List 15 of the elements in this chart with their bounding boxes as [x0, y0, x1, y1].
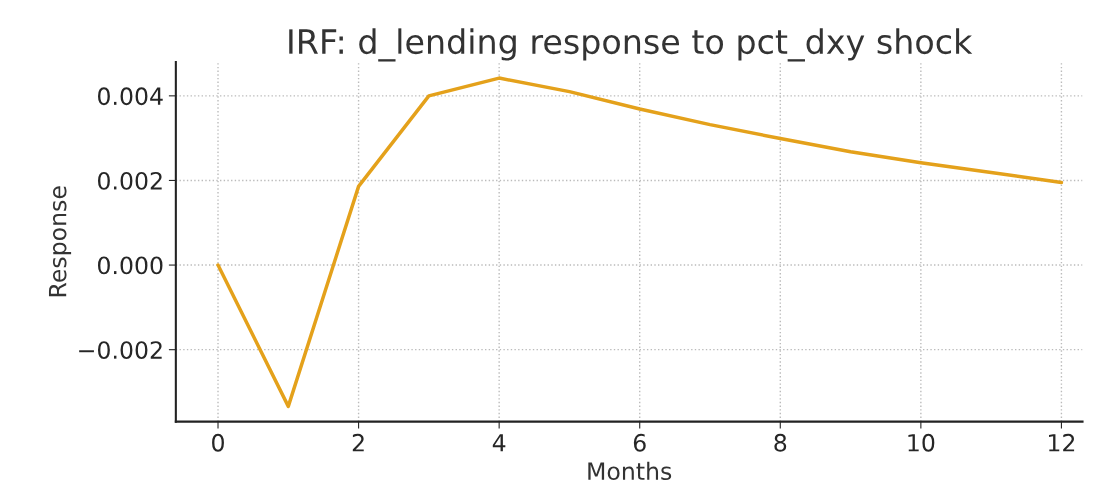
- y-tick-label: 0.004: [98, 87, 163, 106]
- x-tick-label: 10: [908, 433, 935, 452]
- y-tick-label: 0.002: [98, 171, 162, 190]
- chart-title: IRF: d_lending response to pct_dxy shock: [289, 28, 973, 62]
- y-axis-title: Response: [48, 186, 72, 297]
- x-axis-title: Months: [588, 461, 672, 481]
- x-tick-label: 0: [212, 433, 224, 452]
- line-series: [216, 76, 1064, 409]
- y-tick-label: 0.000: [98, 256, 163, 275]
- x-tick-label: 2: [352, 433, 364, 452]
- y-tick-label: −0.002: [79, 341, 162, 359]
- x-tick-label: 12: [1049, 433, 1075, 452]
- x-tick-label: 4: [492, 434, 506, 452]
- x-tick-label: 6: [633, 433, 646, 452]
- x-tick-label: 8: [774, 433, 787, 452]
